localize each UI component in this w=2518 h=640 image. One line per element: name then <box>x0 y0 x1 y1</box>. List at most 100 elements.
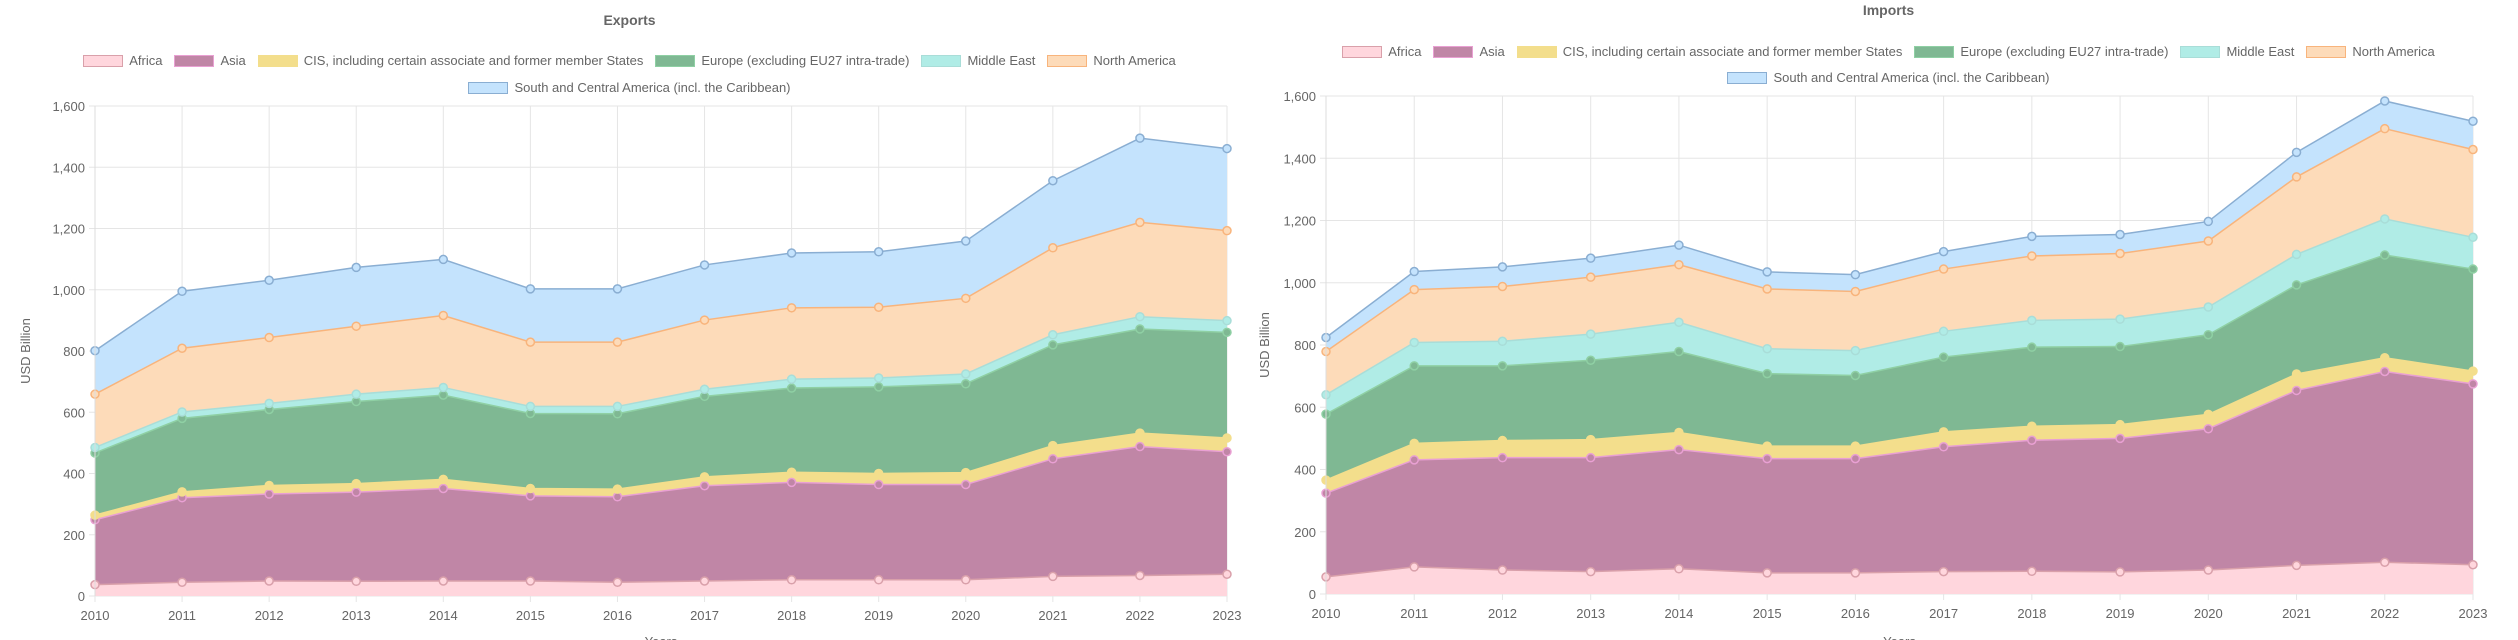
data-point[interactable] <box>2115 341 2125 352</box>
data-point[interactable] <box>264 398 274 409</box>
data-point[interactable] <box>873 247 884 257</box>
data-point[interactable] <box>264 480 274 491</box>
data-point[interactable] <box>786 374 797 384</box>
data-point[interactable] <box>438 474 449 485</box>
data-point[interactable] <box>1850 286 1861 297</box>
data-point[interactable] <box>1497 565 1508 575</box>
data-point[interactable] <box>2468 366 2478 376</box>
data-point[interactable] <box>961 467 971 478</box>
data-point[interactable] <box>873 302 884 312</box>
data-point[interactable] <box>786 477 797 488</box>
data-point[interactable] <box>1850 269 1861 280</box>
data-point[interactable] <box>2380 250 2390 260</box>
data-point[interactable] <box>1048 243 1058 253</box>
data-point[interactable] <box>1048 571 1058 582</box>
data-point[interactable] <box>2468 559 2478 570</box>
data-point[interactable] <box>612 492 623 502</box>
data-point[interactable] <box>351 262 361 273</box>
data-point[interactable] <box>2380 366 2390 377</box>
data-point[interactable] <box>1135 133 1145 143</box>
data-point[interactable] <box>1135 324 1145 334</box>
data-point[interactable] <box>2115 248 2125 259</box>
data-point[interactable] <box>1497 452 1508 463</box>
data-point[interactable] <box>2027 342 2037 352</box>
data-point[interactable] <box>1938 566 1949 577</box>
data-point[interactable] <box>2468 264 2478 274</box>
data-point[interactable] <box>961 293 971 304</box>
data-point[interactable] <box>873 479 884 490</box>
data-point[interactable] <box>1585 329 1596 339</box>
data-point[interactable] <box>786 303 797 313</box>
data-point[interactable] <box>525 576 536 586</box>
data-point[interactable] <box>1222 315 1232 326</box>
legend-item[interactable]: Asia <box>1433 44 1505 59</box>
data-point[interactable] <box>1497 281 1508 292</box>
data-point[interactable] <box>1850 345 1861 356</box>
data-point[interactable] <box>2468 232 2478 243</box>
data-point[interactable] <box>1674 259 1684 270</box>
data-point[interactable] <box>2291 172 2302 182</box>
data-point[interactable] <box>1222 327 1232 338</box>
data-point[interactable] <box>351 321 361 331</box>
data-point[interactable] <box>177 577 187 587</box>
data-point[interactable] <box>2115 419 2125 430</box>
data-point[interactable] <box>1135 311 1145 322</box>
data-point[interactable] <box>264 275 274 286</box>
legend-item[interactable]: Middle East <box>2180 44 2294 59</box>
data-point[interactable] <box>961 575 971 585</box>
data-point[interactable] <box>1048 330 1058 340</box>
data-point[interactable] <box>438 576 449 586</box>
data-point[interactable] <box>2380 557 2390 568</box>
data-point[interactable] <box>1762 453 1772 464</box>
data-point[interactable] <box>2115 229 2125 240</box>
data-point[interactable] <box>525 284 536 294</box>
data-point[interactable] <box>786 467 797 478</box>
data-point[interactable] <box>1674 346 1684 357</box>
data-point[interactable] <box>438 310 449 321</box>
data-point[interactable] <box>1048 175 1058 186</box>
data-point[interactable] <box>1135 217 1145 228</box>
data-point[interactable] <box>961 379 971 389</box>
data-point[interactable] <box>438 382 449 393</box>
data-point[interactable] <box>1409 455 1419 465</box>
data-point[interactable] <box>1674 240 1684 250</box>
data-point[interactable] <box>351 478 361 489</box>
data-point[interactable] <box>786 383 797 393</box>
data-point[interactable] <box>2027 435 2037 445</box>
data-point[interactable] <box>525 483 536 494</box>
data-point[interactable] <box>1409 266 1419 277</box>
data-point[interactable] <box>873 575 884 585</box>
data-point[interactable] <box>1585 452 1596 463</box>
data-point[interactable] <box>1585 253 1596 263</box>
data-point[interactable] <box>786 575 797 585</box>
data-point[interactable] <box>2115 567 2125 577</box>
data-point[interactable] <box>1222 447 1232 457</box>
data-point[interactable] <box>2380 214 2390 224</box>
data-point[interactable] <box>1938 264 1949 274</box>
data-point[interactable] <box>961 369 971 379</box>
data-point[interactable] <box>1409 562 1419 572</box>
data-point[interactable] <box>612 577 623 587</box>
data-point[interactable] <box>2468 379 2478 389</box>
data-point[interactable] <box>2203 329 2214 340</box>
data-point[interactable] <box>699 576 710 586</box>
data-point[interactable] <box>1222 143 1232 154</box>
data-point[interactable] <box>2380 96 2390 106</box>
data-point[interactable] <box>2115 314 2125 324</box>
data-point[interactable] <box>699 481 710 491</box>
data-point[interactable] <box>1222 225 1232 236</box>
data-point[interactable] <box>2291 385 2302 396</box>
data-point[interactable] <box>1850 441 1861 451</box>
data-point[interactable] <box>699 384 710 395</box>
data-point[interactable] <box>612 337 623 347</box>
data-point[interactable] <box>873 373 884 383</box>
data-point[interactable] <box>873 382 884 392</box>
data-point[interactable] <box>1497 262 1508 272</box>
data-point[interactable] <box>1585 434 1596 445</box>
data-point[interactable] <box>1938 246 1949 257</box>
data-point[interactable] <box>177 343 187 353</box>
legend-item[interactable]: CIS, including certain associate and for… <box>1516 44 1902 59</box>
legend-item[interactable]: Africa <box>1342 44 1421 59</box>
data-point[interactable] <box>264 489 274 499</box>
data-point[interactable] <box>2027 566 2037 577</box>
